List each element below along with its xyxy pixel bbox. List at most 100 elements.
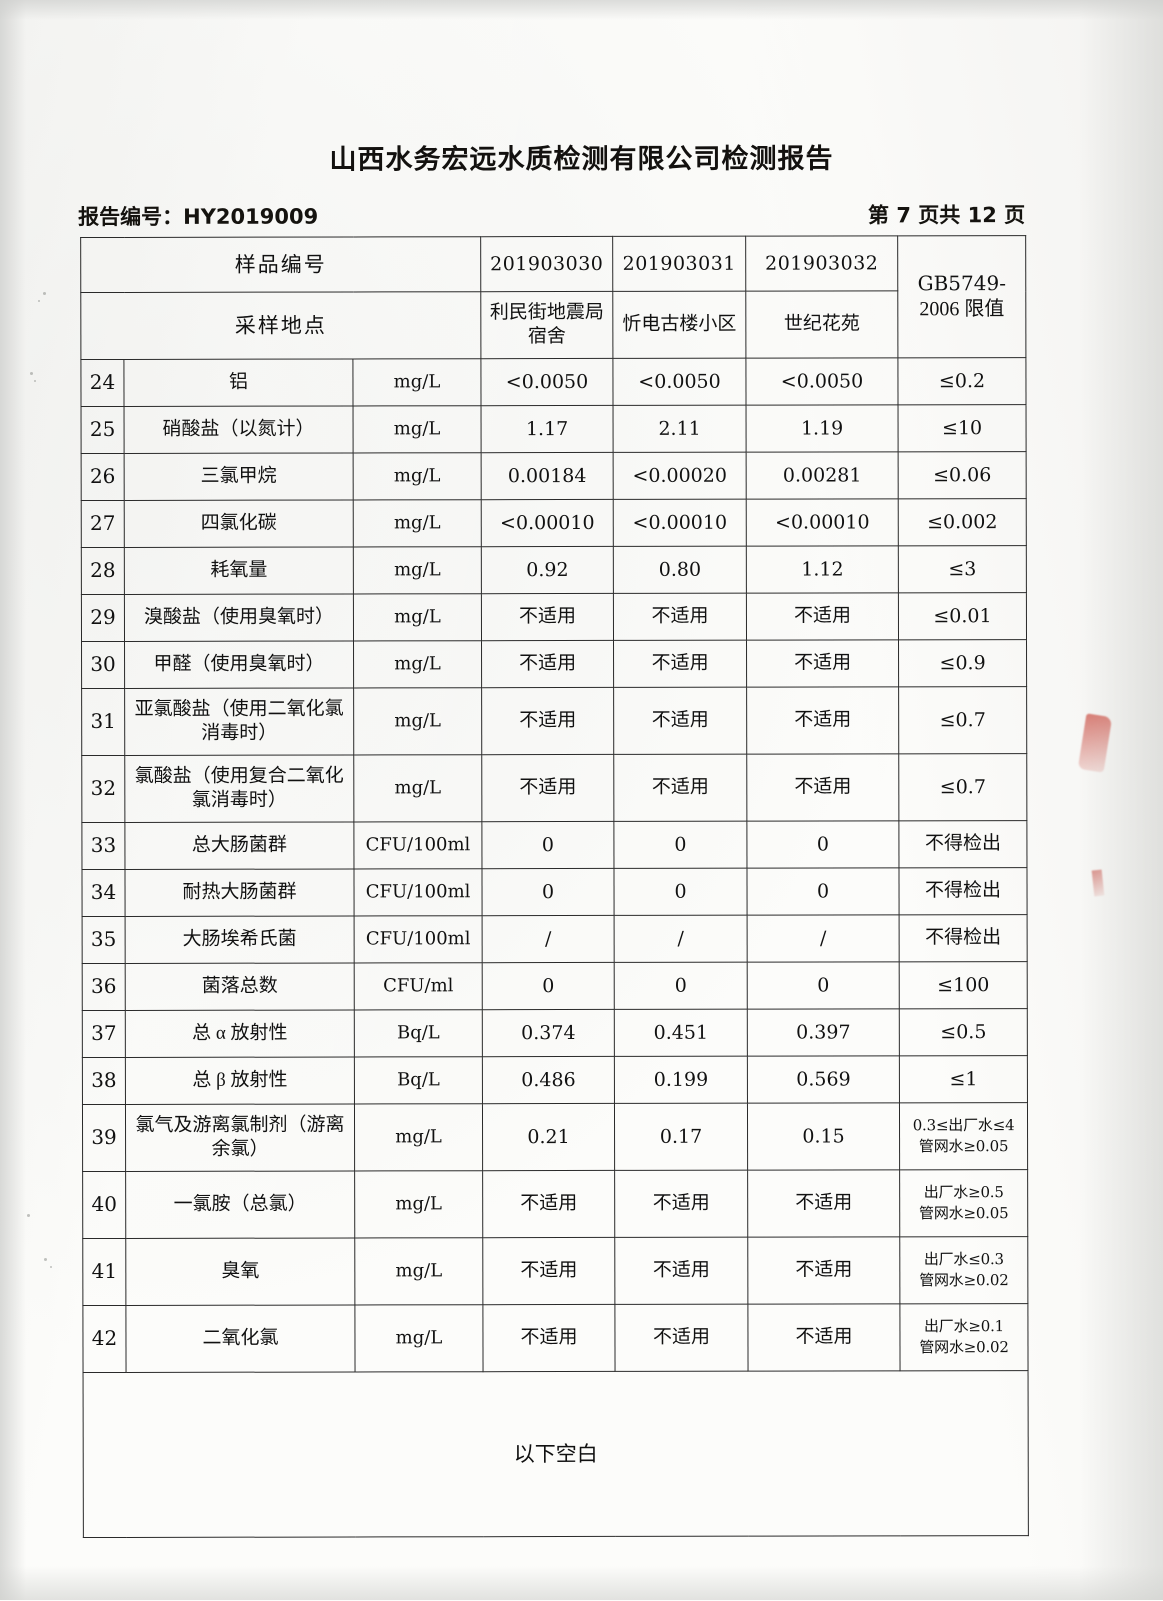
row-value-sample1: <0.00010	[481, 499, 614, 547]
row-value-sample1: 0	[482, 962, 615, 1010]
row-limit: ≤0.7	[898, 753, 1027, 821]
report-meta-row: 报告编号：HY2019009 第 7 页共 12 页	[78, 199, 1025, 231]
row-value-sample1: 不适用	[481, 640, 614, 688]
row-value-sample3: 0.15	[747, 1102, 900, 1171]
row-item-name: 铝	[123, 358, 354, 407]
row-unit: mg/L	[354, 1170, 483, 1238]
row-value-sample1: /	[482, 915, 615, 963]
row-item-name: 溴酸盐（使用臭氧时）	[124, 593, 354, 642]
paper-speck	[43, 292, 46, 295]
table-row: 30 甲醛（使用臭氧时） mg/L 不适用 不适用 不适用 ≤0.9	[81, 639, 1027, 689]
table-row: 24 铝 mg/L <0.0050 <0.0050 <0.0050 ≤0.2	[80, 357, 1027, 407]
row-value-sample2: 0.451	[614, 1009, 748, 1057]
row-limit: ≤3	[898, 545, 1027, 593]
row-limit-line2: 管网水≥0.02	[919, 1338, 1009, 1357]
row-item-name: 氯气及游离氯制剂（游离余氯）	[125, 1103, 355, 1172]
row-value-sample3: <0.0050	[745, 357, 899, 406]
row-unit: mg/L	[353, 546, 482, 594]
row-unit: mg/L	[354, 1304, 484, 1372]
page-indicator: 第 7 页共 12 页	[867, 203, 1026, 228]
row-value-sample3: 0	[747, 961, 900, 1010]
row-value-sample1: 0	[481, 821, 615, 869]
table-footer-row: 以下空白	[83, 1370, 1029, 1538]
row-value-sample1: 不适用	[481, 593, 614, 641]
header-sampling-site-label: 采样地点	[80, 291, 481, 360]
row-index: 32	[81, 755, 125, 823]
footer-note: 以下空白	[83, 1370, 1029, 1538]
row-item-name: 亚氯酸盐（使用二氧化氯消毒时）	[124, 687, 354, 756]
row-index: 33	[81, 822, 125, 870]
row-value-sample2: 0.199	[614, 1056, 748, 1104]
paper-speck	[44, 1258, 47, 1261]
row-index: 34	[81, 869, 126, 917]
table-row: 37 总 α 放射性 Bq/L 0.374 0.451 0.397 ≤0.5	[82, 1008, 1028, 1058]
scan-edge-right	[1079, 0, 1163, 1600]
row-item-name: 一氯胺（总氯）	[125, 1170, 355, 1239]
row-value-sample2: 0	[614, 962, 748, 1010]
row-item-name: 大肠埃希氏菌	[125, 915, 355, 964]
row-limit: 不得检出	[898, 820, 1028, 868]
row-value-sample1: 0	[482, 868, 615, 916]
header-limit-standard-line1: GB5749-	[917, 271, 1006, 296]
row-unit: mg/L	[353, 640, 482, 688]
table-row: 39 氯气及游离氯制剂（游离余氯） mg/L 0.21 0.17 0.15 0.…	[82, 1102, 1028, 1172]
row-item-name: 硝酸盐（以氮计）	[124, 405, 354, 454]
row-limit: ≤0.01	[898, 592, 1027, 640]
row-index: 25	[81, 406, 125, 454]
row-value-sample2: <0.00020	[613, 452, 747, 500]
table-header-sampling-site-row: 采样地点 利民街地震局宿舍 忻电古楼小区 世纪花苑	[80, 290, 1026, 360]
row-limit-line1: 出厂水≤0.3	[923, 1249, 1004, 1268]
row-unit: mg/L	[353, 405, 482, 453]
row-unit: mg/L	[354, 1237, 483, 1305]
paper-speck	[30, 372, 33, 375]
row-index: 28	[81, 547, 125, 595]
row-value-sample1: 0.00184	[481, 452, 614, 500]
table-row: 29 溴酸盐（使用臭氧时） mg/L 不适用 不适用 不适用 ≤0.01	[81, 592, 1027, 642]
row-unit: mg/L	[353, 499, 482, 547]
row-value-sample2: 不适用	[613, 593, 747, 641]
header-limit-standard-line2: 2006 限值	[919, 297, 1005, 320]
row-value-sample2: 不适用	[614, 1304, 749, 1372]
row-unit: CFU/100ml	[353, 868, 483, 916]
header-sampling-site-1: 利民街地震局宿舍	[480, 291, 613, 359]
row-value-sample2: 0.80	[613, 546, 747, 594]
row-value-sample1: 0.486	[482, 1056, 615, 1104]
row-limit-line2: 管网水≥0.05	[919, 1204, 1009, 1223]
row-value-sample3: 1.12	[746, 545, 899, 594]
row-value-sample1: <0.0050	[480, 358, 614, 406]
row-unit: Bq/L	[354, 1056, 483, 1104]
row-value-sample1: 1.17	[481, 405, 614, 453]
table-row: 27 四氯化碳 mg/L <0.00010 <0.00010 <0.00010 …	[81, 498, 1027, 548]
row-value-sample1: 不适用	[481, 687, 614, 755]
table-row: 25 硝酸盐（以氮计） mg/L 1.17 2.11 1.19 ≤10	[81, 404, 1027, 454]
water-quality-results-table: 样品编号 201903030 201903031 201903032 GB574…	[80, 235, 1029, 1538]
row-limit: 不得检出	[899, 914, 1028, 962]
row-item-name: 总 α 放射性	[125, 1009, 355, 1058]
row-value-sample3: 0.397	[747, 1008, 900, 1057]
table-header-sample-number-row: 样品编号 201903030 201903031 201903032 GB574…	[80, 235, 1026, 358]
row-index: 36	[82, 963, 126, 1011]
header-limit-standard: GB5749- 2006 限值	[897, 235, 1026, 358]
row-value-sample3: 不适用	[747, 1303, 901, 1372]
row-value-sample2: 不适用	[614, 1170, 748, 1238]
row-limit-line1: 出厂水≥0.1	[923, 1316, 1005, 1335]
table-row: 42 二氧化氯 mg/L 不适用 不适用 不适用 出厂水≥0.1 管网水≥0.0…	[82, 1303, 1029, 1373]
table-row: 31 亚氯酸盐（使用二氧化氯消毒时） mg/L 不适用 不适用 不适用 ≤0.7	[81, 686, 1027, 756]
row-index: 26	[81, 453, 125, 501]
header-sample-number-1: 201903030	[480, 236, 613, 292]
header-sampling-site-3: 世纪花苑	[745, 290, 898, 359]
paper-speck	[38, 300, 40, 302]
header-sample-number-2: 201903031	[612, 236, 746, 292]
row-index: 42	[82, 1305, 127, 1373]
row-value-sample3: 0.569	[747, 1055, 900, 1104]
table-row: 38 总 β 放射性 Bq/L 0.486 0.199 0.569 ≤1	[82, 1055, 1028, 1105]
row-item-name: 二氧化氯	[125, 1304, 356, 1373]
row-value-sample1: 不适用	[482, 1170, 615, 1238]
scan-edge-bottom	[0, 1566, 1163, 1600]
row-limit: ≤10	[898, 404, 1027, 452]
row-value-sample2: 不适用	[613, 687, 747, 755]
row-item-name: 臭氧	[125, 1237, 355, 1306]
row-index: 40	[82, 1171, 126, 1239]
